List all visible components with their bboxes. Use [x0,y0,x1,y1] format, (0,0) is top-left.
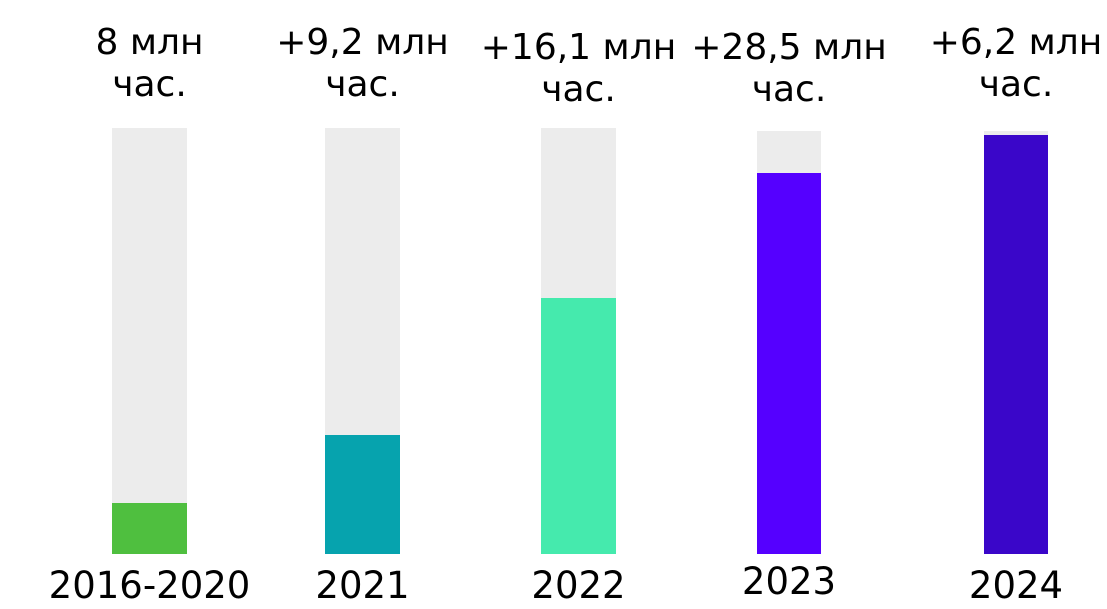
bar-track [112,128,187,554]
bar-column-2021: +9,2 млн час. 2021 [276,0,449,609]
bar-fill [757,173,821,554]
bar-fill [984,135,1048,554]
bar-column-2024: +6,2 млн час. 2024 [930,0,1103,609]
bar-fill [325,435,400,554]
bar-track [541,128,616,554]
value-label: +6,2 млн час. [929,22,1103,105]
category-label: 2022 [531,564,626,607]
value-label: +28,5 млн час. [691,27,887,110]
bar-column-2022: +16,1 млн час. 2022 [481,0,676,609]
bar-track [325,128,400,554]
bar-fill [541,298,616,554]
value-label: 8 млн час. [95,22,204,105]
bar-track [984,131,1048,554]
bar-track [757,131,821,554]
bar-column-2016-2020: 8 млн час. 2016-2020 [49,0,251,609]
category-label: 2024 [968,564,1064,607]
bar-fill [112,503,187,554]
category-label: 2016-2020 [48,564,251,607]
bar-column-2023: +28,5 млн час. 2023 [691,0,886,609]
category-label: 2023 [741,560,837,603]
category-label: 2021 [315,564,410,607]
value-label: +9,2 млн час. [276,22,449,105]
value-label: +16,1 млн час. [480,27,677,110]
